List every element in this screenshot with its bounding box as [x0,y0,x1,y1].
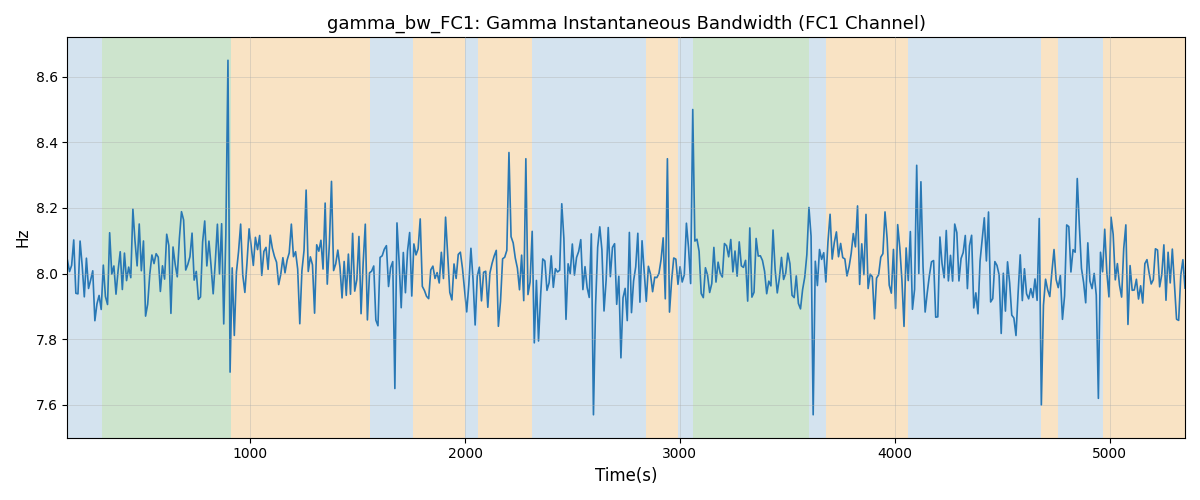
Bar [1058,38,1103,438]
Bar [532,38,646,438]
Bar [646,38,678,438]
Bar [371,38,414,438]
Bar [230,38,371,438]
Bar [826,38,907,438]
Bar [907,38,1042,438]
Bar [102,38,230,438]
Bar [67,38,102,438]
Title: gamma_bw_FC1: Gamma Instantaneous Bandwidth (FC1 Channel): gamma_bw_FC1: Gamma Instantaneous Bandwi… [326,15,925,34]
Y-axis label: Hz: Hz [16,228,30,248]
Bar [678,38,692,438]
Bar [692,38,809,438]
Bar [1103,38,1186,438]
X-axis label: Time(s): Time(s) [595,467,658,485]
Bar [414,38,466,438]
Bar [809,38,826,438]
Bar [478,38,532,438]
Bar [1042,38,1058,438]
Bar [466,38,478,438]
